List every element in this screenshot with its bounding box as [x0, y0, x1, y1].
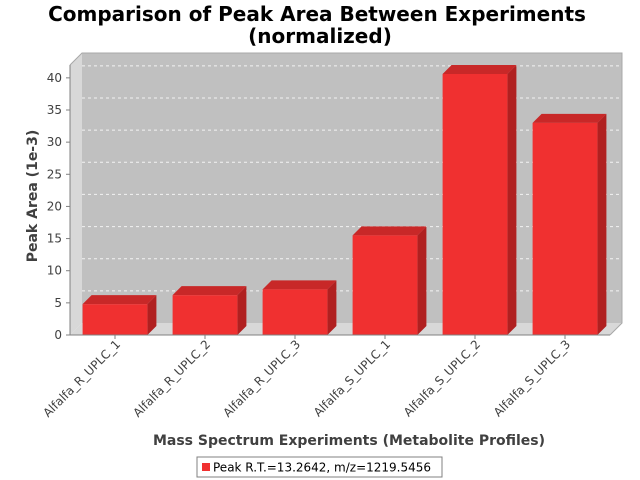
y-tick-label: 25: [47, 167, 62, 181]
chart-title-line-1: Comparison of Peak Area Between Experime…: [48, 2, 586, 26]
legend: Peak R.T.=13.2642, m/z=1219.5456: [196, 456, 443, 478]
bars: [82, 65, 607, 335]
x-tick-label: Alfalfa_R_UPLC_2: [130, 337, 213, 420]
bar-top: [262, 280, 337, 290]
bar-front: [172, 295, 238, 335]
y-tick-label: 35: [47, 103, 62, 117]
bar: [262, 280, 337, 335]
y-axis-label: Peak Area (1e-3): [25, 130, 41, 263]
x-tick-label: Alfalfa_S_UPLC_3: [491, 337, 573, 419]
bar: [442, 65, 517, 335]
bar: [532, 113, 607, 335]
bar-top: [442, 65, 517, 74]
bar-front: [532, 122, 598, 335]
bar: [82, 295, 157, 335]
x-tick-label: Alfalfa_R_UPLC_1: [40, 337, 123, 420]
legend-label: Peak R.T.=13.2642, m/z=1219.5456: [213, 461, 431, 475]
legend-box: [196, 456, 443, 478]
plot-outline: [69, 52, 623, 336]
bar: [172, 286, 247, 335]
bar-side: [597, 113, 607, 335]
plot-left-wall: [70, 53, 82, 335]
bar-side: [327, 280, 337, 335]
y-axis: 0 5 10 15 20 25 30 35 40: [47, 65, 71, 342]
bar-top: [82, 295, 157, 305]
x-tick-label: Alfalfa_S_UPLC_2: [401, 337, 483, 419]
bar-side: [237, 286, 247, 335]
y-tick-label: 40: [47, 71, 62, 85]
bar-side: [417, 226, 427, 335]
bar: [352, 226, 427, 335]
bar-top: [352, 226, 427, 236]
bar-side: [147, 295, 157, 335]
y-tick-label: 10: [47, 264, 62, 278]
chart-title-line-2: (normalized): [248, 24, 392, 48]
bar-front: [352, 235, 418, 335]
y-tick-label: 20: [47, 199, 62, 213]
y-tick-label: 30: [47, 135, 62, 149]
x-axis-label: Mass Spectrum Experiments (Metabolite Pr…: [153, 433, 545, 449]
bar-front: [82, 304, 148, 335]
y-tick-label: 0: [54, 328, 62, 342]
bar-top: [172, 286, 247, 296]
x-tick-label: Alfalfa_S_UPLC_1: [311, 337, 393, 419]
x-axis: Alfalfa_R_UPLC_1 Alfalfa_R_UPLC_2 Alfalfa_…: [40, 334, 610, 420]
bar-top: [532, 113, 607, 123]
chart-title: Comparison of Peak Area Between Experime…: [48, 2, 586, 48]
bar-front: [442, 74, 508, 335]
bar-front: [262, 289, 328, 335]
y-tick-label: 5: [54, 296, 62, 310]
gridlines: [82, 65, 622, 292]
bar-side: [507, 65, 517, 335]
y-tick-label: 15: [47, 232, 62, 246]
x-tick-label: Alfalfa_R_UPLC_3: [220, 337, 303, 420]
legend-swatch: [202, 463, 210, 471]
